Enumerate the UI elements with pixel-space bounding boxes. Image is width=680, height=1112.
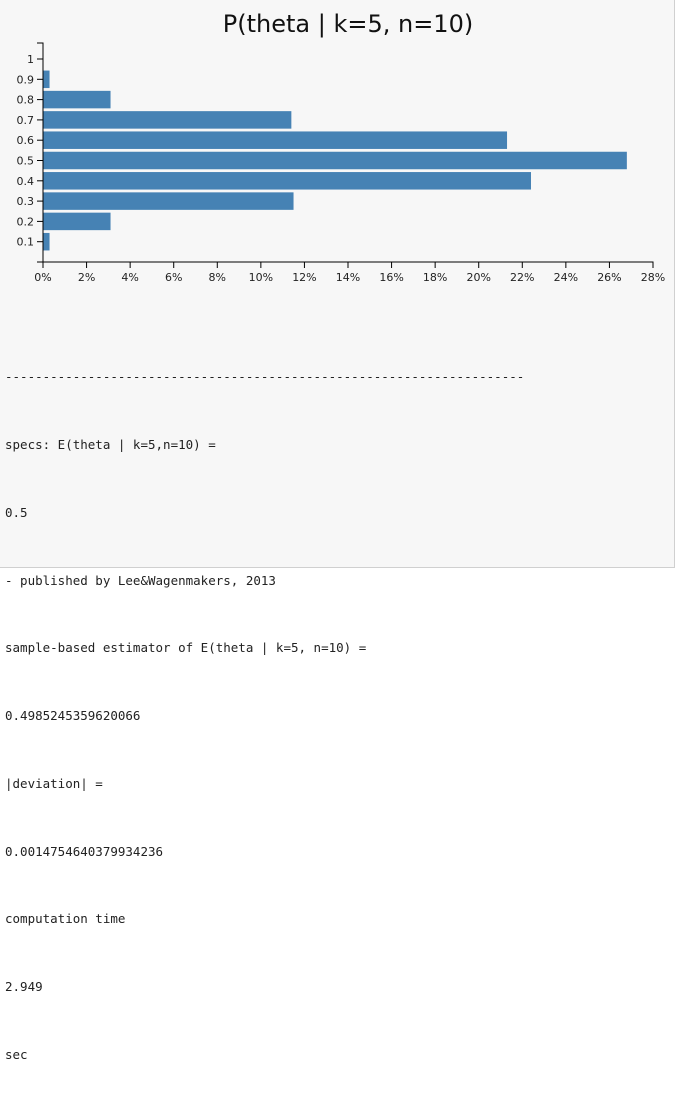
x-tick-label: 2% bbox=[78, 271, 95, 284]
y-tick-label: 0.4 bbox=[17, 175, 35, 188]
y-axis-line bbox=[37, 42, 44, 263]
x-tick-label: 18% bbox=[423, 271, 447, 284]
y-tick-label: 0.8 bbox=[17, 94, 35, 107]
output-line: |deviation| = bbox=[5, 775, 103, 791]
bar-0.7 bbox=[43, 111, 292, 129]
x-tick-label: 16% bbox=[379, 271, 403, 284]
x-tick-label: 4% bbox=[121, 271, 138, 284]
output-line: sec bbox=[5, 1047, 28, 1062]
bar-0.6 bbox=[43, 131, 508, 149]
x-tick-label: 20% bbox=[466, 271, 490, 284]
output-line: 0.0014754640379934236 bbox=[5, 843, 164, 859]
x-tick-label: 8% bbox=[209, 271, 226, 284]
x-tick-label: 22% bbox=[510, 271, 534, 284]
x-tick-label: 0% bbox=[34, 271, 51, 284]
y-tick-label: 0.2 bbox=[17, 215, 35, 228]
output-line: 2.949 bbox=[5, 979, 43, 995]
x-tick-label: 12% bbox=[292, 271, 316, 284]
y-tick-label: 0.6 bbox=[17, 134, 35, 147]
y-tick-label: 1 bbox=[27, 53, 34, 66]
x-tick-label: 14% bbox=[336, 271, 360, 284]
output-line: 0.4985245359620066 bbox=[5, 708, 141, 724]
y-tick-label: 0.1 bbox=[17, 236, 35, 249]
bar-0.3 bbox=[43, 192, 294, 210]
output-panel: P(theta | k=5, n=10) 0.1 0.2 0.3 0.4 0.5 0.6 0… bbox=[0, 0, 675, 1062]
y-tick-label: 0.5 bbox=[17, 155, 35, 168]
bar-0.5 bbox=[43, 151, 627, 170]
x-axis: 0% 2% 4% 6% 8% 10% 12% 14% 16% 18% 20% 22% 24% 26% 28% bbox=[34, 261, 665, 284]
bar-0.2 bbox=[43, 212, 111, 231]
chart-title: P(theta | k=5, n=10) bbox=[223, 10, 473, 38]
x-tick-label: 28% bbox=[641, 271, 665, 284]
separator-line: ----------------------------------------… bbox=[5, 369, 525, 385]
x-tick-label: 26% bbox=[597, 271, 621, 284]
y-axis: 0.1 0.2 0.3 0.4 0.5 0.6 0.7 0.8 0.9 1 bbox=[17, 42, 44, 263]
x-tick-label: 6% bbox=[165, 271, 182, 284]
posterior-bar-chart: P(theta | k=5, n=10) 0.10.20.30.40.50.60… bbox=[17, 10, 666, 284]
y-tick-label: 0.9 bbox=[17, 73, 35, 86]
bar-0.9 bbox=[43, 70, 50, 89]
output-line: sample-based estimator of E(theta | k=5,… bbox=[5, 640, 367, 656]
bar-0.4 bbox=[43, 172, 531, 190]
console-output: ----------------------------------------… bbox=[5, 321, 524, 1112]
output-line: computation time bbox=[5, 911, 126, 927]
y-tick-label: 0.7 bbox=[17, 114, 35, 127]
y-tick-label: 0.3 bbox=[17, 195, 35, 208]
x-tick-label: 24% bbox=[554, 271, 578, 284]
output-line: specs: E(theta | k=5,n=10) = bbox=[5, 436, 216, 452]
output-line: 0.5 bbox=[5, 504, 28, 520]
bar-0.8 bbox=[43, 90, 111, 109]
x-tick-label: 10% bbox=[249, 271, 273, 284]
bars-group bbox=[43, 70, 627, 251]
bar-0.1 bbox=[43, 232, 50, 251]
output-line: - published by Lee&Wagenmakers, 2013 bbox=[5, 572, 276, 588]
